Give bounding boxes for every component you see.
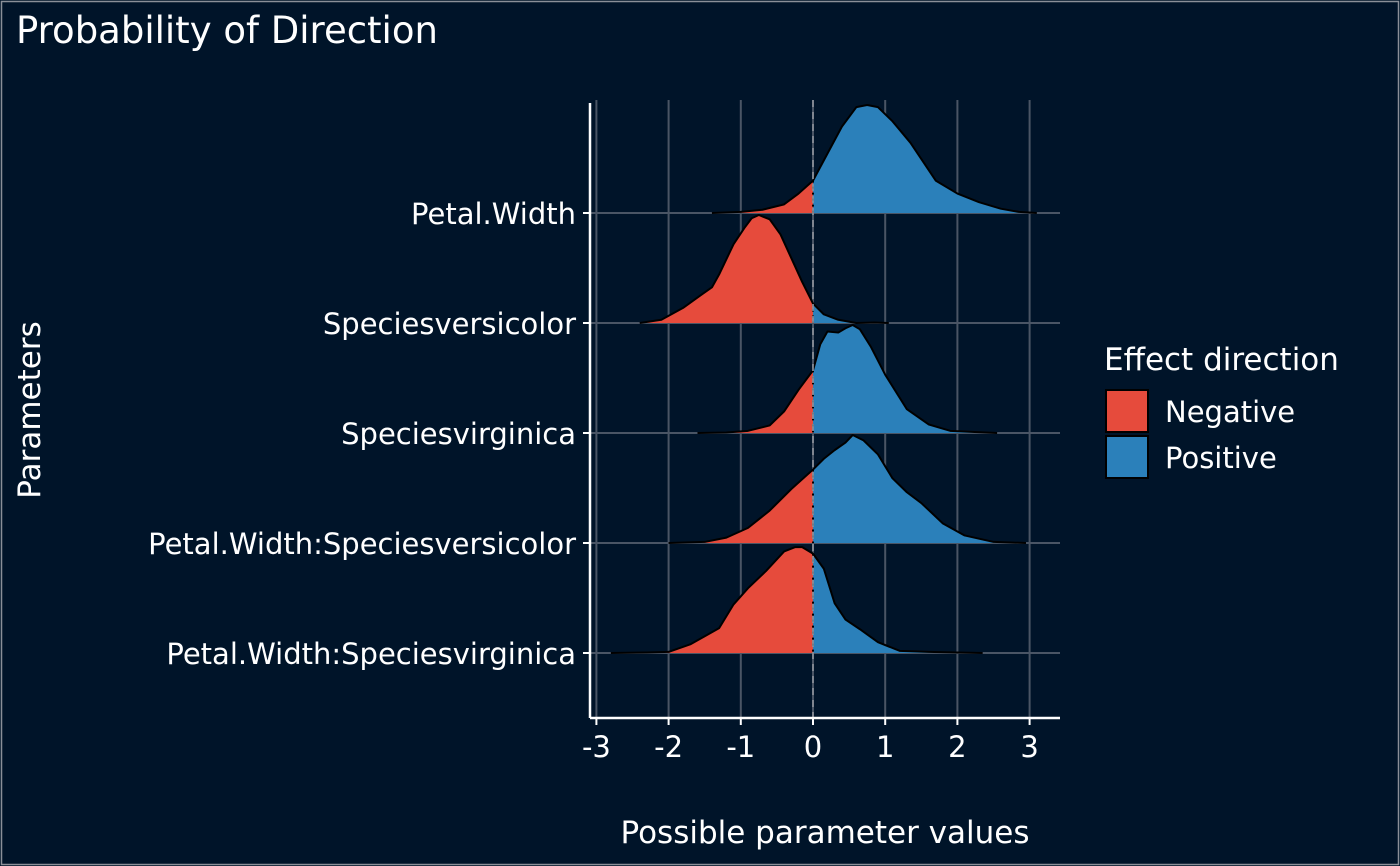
y-tick-label-Speciesvirginica: Speciesvirginica <box>341 417 576 451</box>
x-tick-label-2: 2 <box>948 730 966 764</box>
x-tick-label--2: -2 <box>654 730 683 764</box>
y-axis-title: Parameters <box>12 321 48 498</box>
density-outline-Speciesversicolor <box>639 214 889 324</box>
x-axis-title: Possible parameter values <box>620 815 1029 851</box>
x-tick-label--3: -3 <box>582 730 611 764</box>
density-negative-Petal.Width:Speciesversicolor <box>668 469 813 543</box>
y-tick-label-Petal.Width: Petal.Width <box>411 197 576 231</box>
chart-title: Probability of Direction <box>16 9 438 52</box>
density-Petal.Width <box>711 104 1037 214</box>
density-positive-Petal.Width:Speciesvirginica <box>813 553 983 653</box>
legend-label-positive: Positive <box>1165 441 1277 475</box>
density-outline-Petal.Width:Speciesversicolor <box>668 434 1027 544</box>
density-outline-Speciesvirginica <box>697 324 998 434</box>
x-tick-label--1: -1 <box>726 730 755 764</box>
legend-label-negative: Negative <box>1165 395 1295 429</box>
y-tick-label-Petal.Width:Speciesversicolor: Petal.Width:Speciesversicolor <box>148 527 576 561</box>
density-positive-Petal.Width <box>813 105 1037 213</box>
density-positive-Speciesvirginica <box>813 325 998 433</box>
legend-swatch-positive <box>1105 435 1149 479</box>
y-tick-label-Speciesversicolor: Speciesversicolor <box>323 307 576 341</box>
axes <box>583 103 1060 725</box>
density-Petal.Width:Speciesversicolor <box>668 434 1027 544</box>
density-positive-Petal.Width:Speciesversicolor <box>813 435 1026 543</box>
density-negative-Speciesversicolor <box>639 215 813 323</box>
density-outline-Petal.Width:Speciesvirginica <box>610 546 983 654</box>
legend-title: Effect direction <box>1104 342 1339 378</box>
x-tick-label-0: 0 <box>804 730 822 764</box>
y-tick-label-Petal.Width:Speciesvirginica: Petal.Width:Speciesvirginica <box>166 637 576 671</box>
density-outline-Petal.Width <box>711 104 1037 214</box>
density-Speciesversicolor <box>639 214 889 324</box>
x-tick-label-3: 3 <box>1020 730 1038 764</box>
x-tick-labels: -3 -2 -1 0 1 2 3 <box>582 730 1039 764</box>
legend: Effect direction Negative Positive <box>1104 342 1339 479</box>
x-tick-label-1: 1 <box>876 730 894 764</box>
density-negative-Petal.Width:Speciesvirginica <box>610 547 813 653</box>
density-negative-Petal.Width <box>711 180 813 213</box>
legend-swatch-negative <box>1105 389 1149 433</box>
density-Petal.Width:Speciesvirginica <box>610 546 983 654</box>
density-negative-Speciesvirginica <box>697 370 813 433</box>
y-tick-labels: Petal.Width Speciesversicolor Speciesvirgi… <box>148 197 576 671</box>
